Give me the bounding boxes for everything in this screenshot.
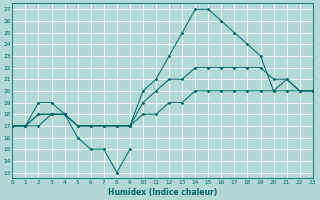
X-axis label: Humidex (Indice chaleur): Humidex (Indice chaleur) [108, 188, 217, 197]
